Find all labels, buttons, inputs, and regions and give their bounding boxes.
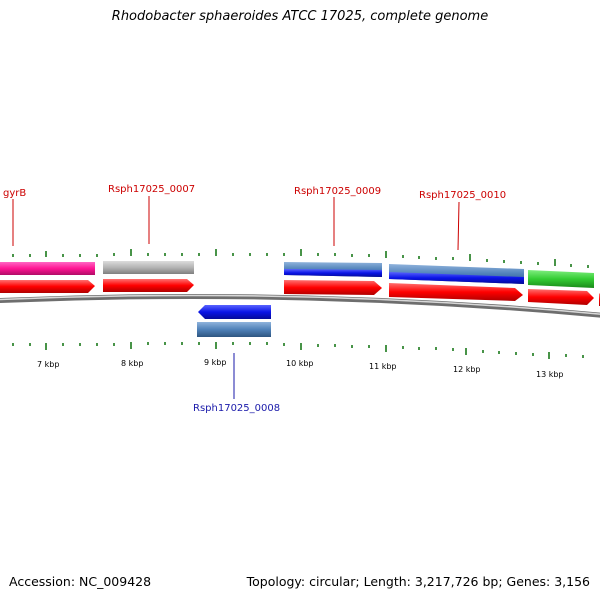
cds-arrow-Rsph17025_0008[interactable] bbox=[198, 305, 271, 319]
cds-arrow-Rsph17025_0007[interactable] bbox=[103, 279, 194, 292]
scale-label-9kbp: 9 kbp bbox=[204, 358, 226, 367]
scale-label-11kbp: 11 kbp bbox=[369, 362, 397, 371]
scale-label-13kbp: 13 kbp bbox=[536, 370, 564, 379]
cds-arrow-gyrB[interactable] bbox=[0, 280, 95, 293]
scale-label-7kbp: 7 kbp bbox=[37, 360, 59, 369]
scale-label-12kbp: 12 kbp bbox=[453, 365, 481, 374]
accession-text: Accession: NC_009428 bbox=[9, 574, 152, 589]
forward-cds-track bbox=[0, 279, 600, 306]
scale-labels: 7 kbp 8 kbp 9 kbp 10 kbp 11 kbp 12 kbp 1… bbox=[37, 358, 564, 379]
gene-label-gyrB[interactable]: gyrB bbox=[3, 188, 26, 199]
gene-label-Rsph17025_0007[interactable]: Rsph17025_0007 bbox=[108, 184, 195, 195]
leader-line-Rsph17025_0010 bbox=[457, 201, 460, 251]
gene-label-Rsph17025_0008[interactable]: Rsph17025_0008 bbox=[193, 403, 280, 414]
cds-arrow-green-gene[interactable] bbox=[528, 289, 594, 305]
gene-gyrB-feature[interactable] bbox=[0, 262, 95, 275]
genome-backbone-highlight bbox=[0, 294, 600, 315]
lower-tick-marks bbox=[12, 342, 584, 359]
gene-Rsph17025_0008-feature[interactable] bbox=[197, 322, 271, 337]
outer-feature-track bbox=[0, 261, 594, 288]
gene-green-feature[interactable] bbox=[528, 270, 594, 288]
gene-Rsph17025_0007-feature[interactable] bbox=[103, 261, 194, 274]
gene-label-Rsph17025_0009[interactable]: Rsph17025_0009 bbox=[294, 186, 381, 197]
genome-title: Rhodobacter sphaeroides ATCC 17025, comp… bbox=[111, 9, 489, 24]
scale-label-10kbp: 10 kbp bbox=[286, 359, 314, 368]
genome-summary-text: Topology: circular; Length: 3,217,726 bp… bbox=[246, 574, 590, 589]
cds-arrow-Rsph17025_0010[interactable] bbox=[389, 283, 523, 301]
scale-label-8kbp: 8 kbp bbox=[121, 359, 143, 368]
upper-tick-marks bbox=[12, 249, 589, 268]
reverse-cds-track bbox=[197, 305, 271, 337]
genome-backbone bbox=[0, 293, 600, 318]
gene-label-Rsph17025_0010[interactable]: Rsph17025_0010 bbox=[419, 190, 506, 201]
label-leader-lines bbox=[12, 196, 460, 399]
gene-Rsph17025_0010-inner-feature bbox=[389, 272, 524, 284]
gene-Rsph17025_0009-inner-feature bbox=[284, 269, 382, 277]
gene-labels: gyrB Rsph17025_0007 Rsph17025_0008 Rsph1… bbox=[3, 184, 506, 414]
cds-arrow-Rsph17025_0009[interactable] bbox=[284, 280, 382, 295]
